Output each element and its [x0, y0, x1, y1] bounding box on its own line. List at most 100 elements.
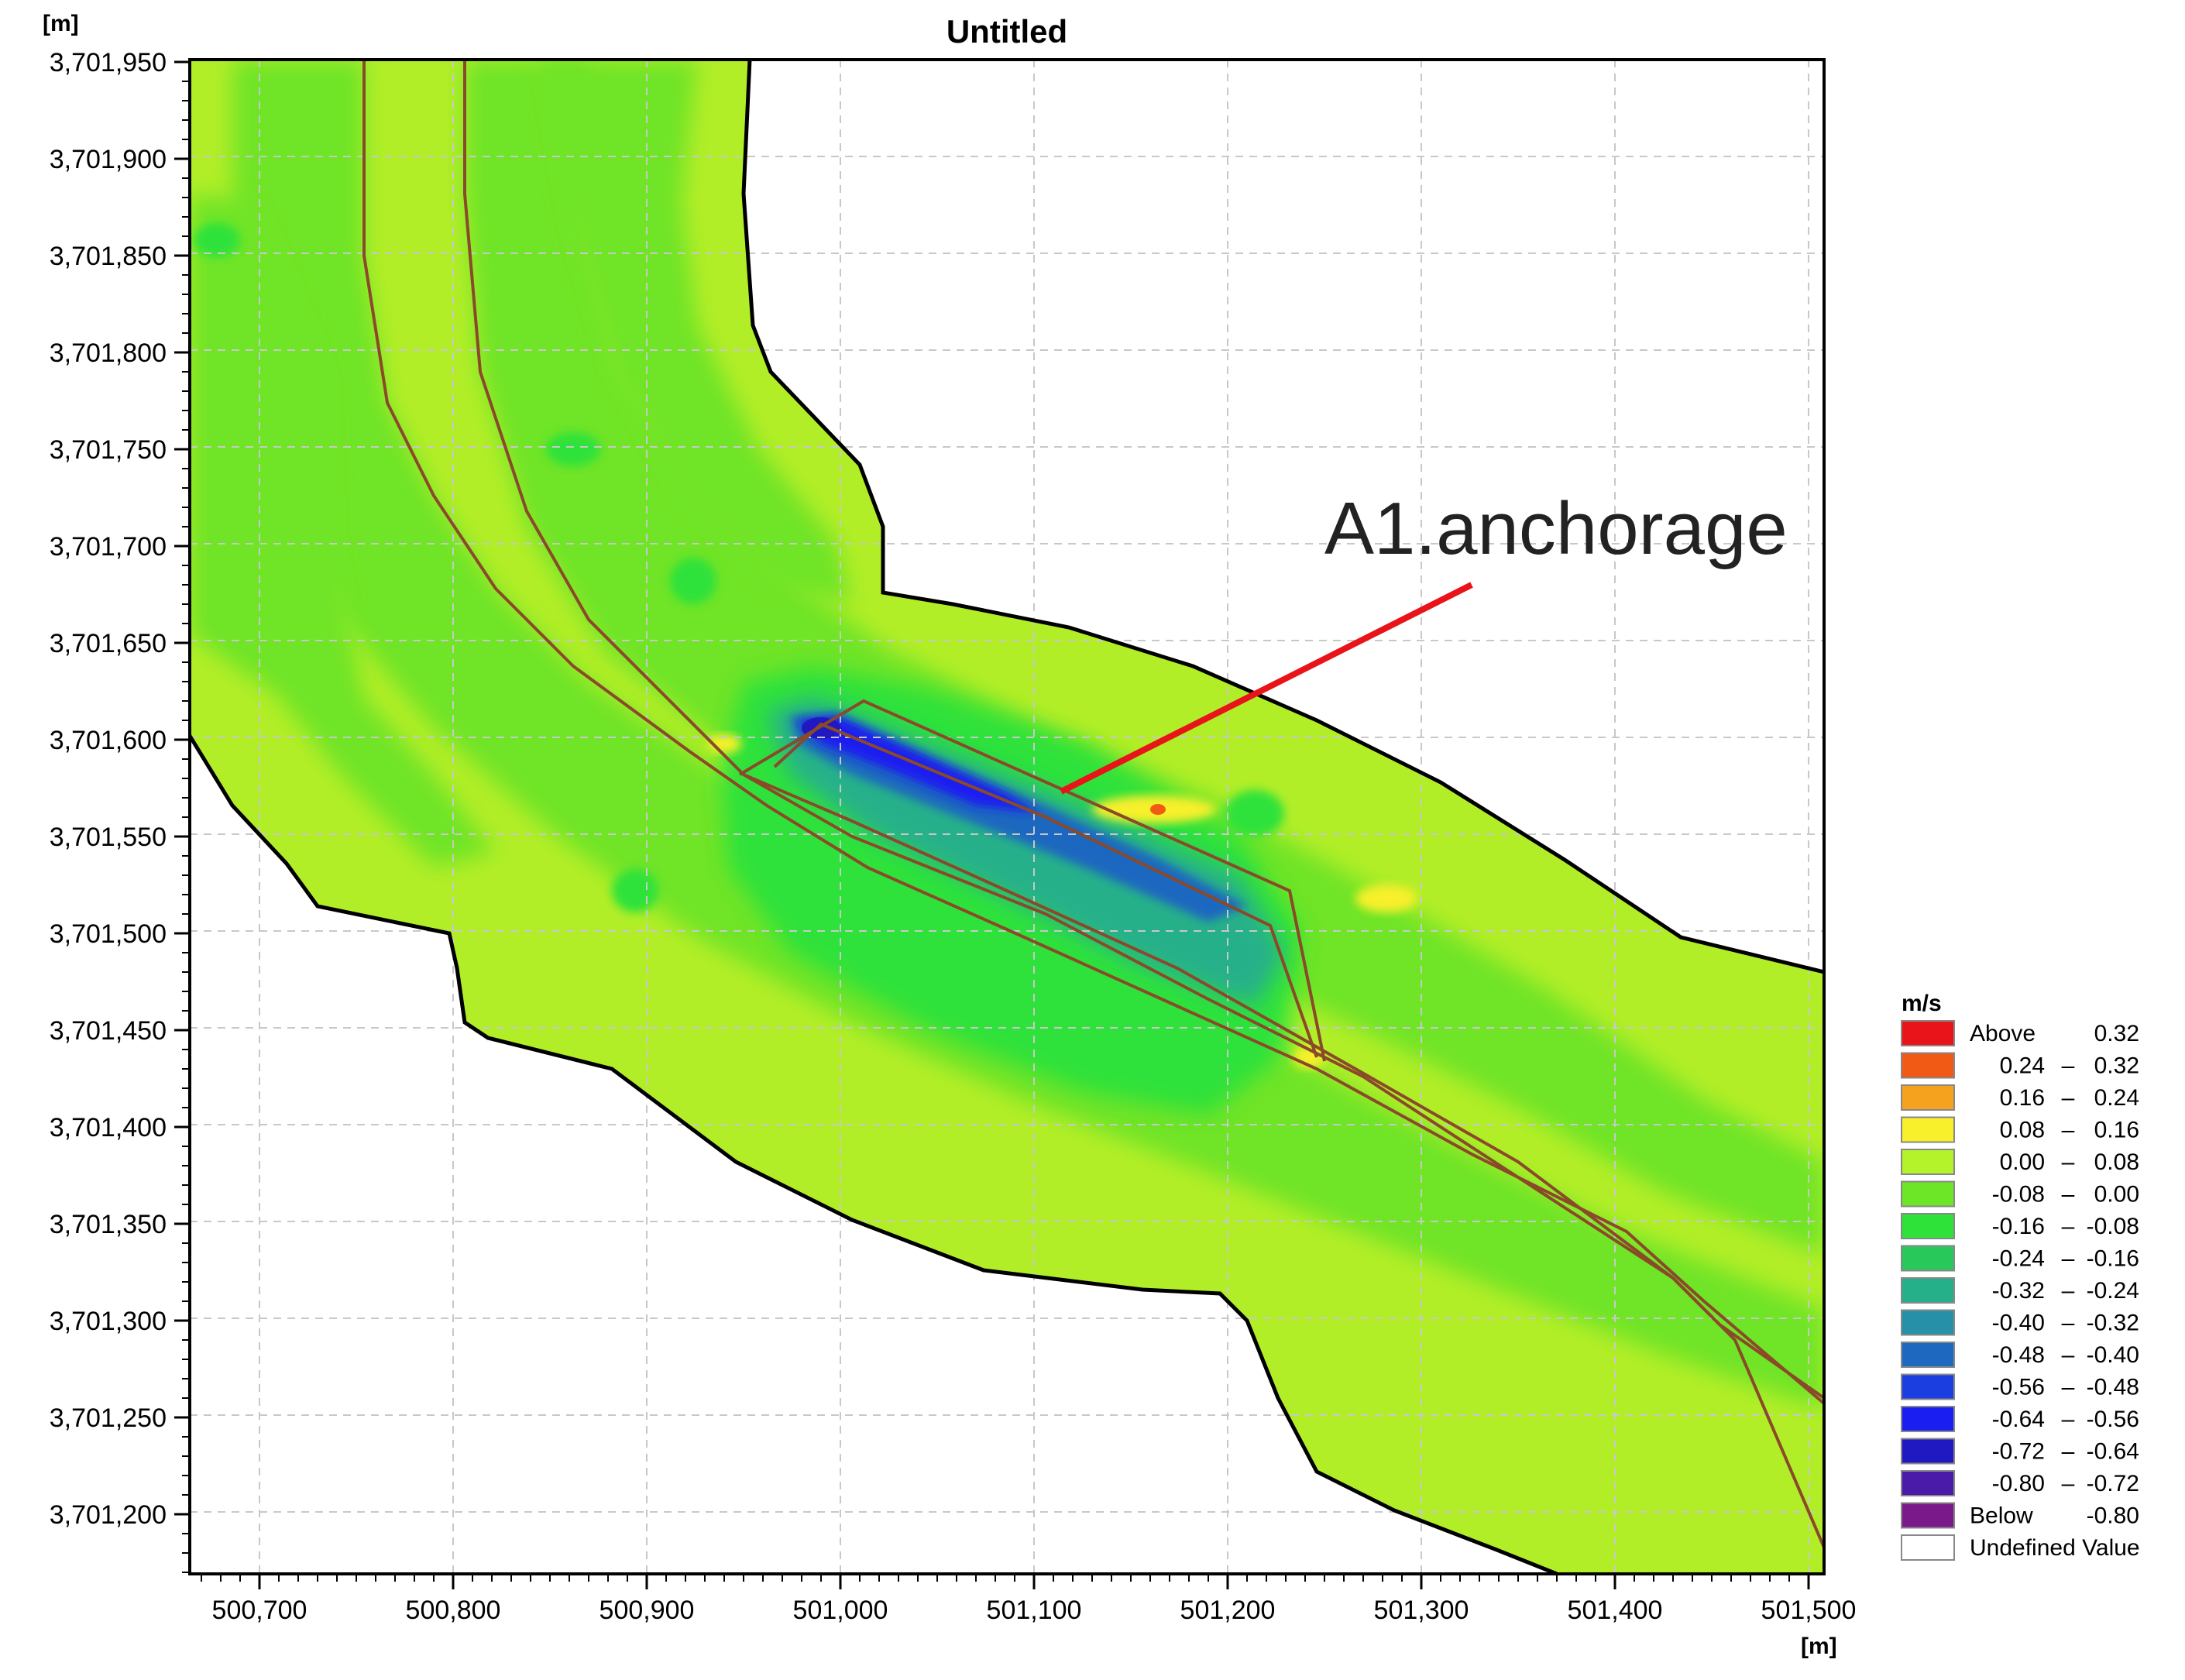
legend-label-high: -0.08 [2087, 1214, 2139, 1239]
south-shoreline [190, 734, 1558, 1574]
legend-label-high: 0.32 [2094, 1053, 2139, 1079]
y-tick-label: 3,701,450 [50, 1016, 167, 1046]
annotation-leader-line [1060, 582, 1473, 795]
y-tick-label: 3,701,650 [50, 629, 167, 658]
legend-separator: – [2062, 1342, 2075, 1368]
legend-label-high: -0.32 [2087, 1311, 2139, 1336]
upper-bank-band [542, 60, 852, 604]
x-tick-label: 500,800 [406, 1596, 501, 1625]
legend-label-low: -0.08 [1992, 1182, 2045, 1208]
y-tick-label: 3,701,250 [50, 1403, 167, 1433]
anchorage-boundary [738, 699, 1326, 1062]
legend-label-low: 0.24 [2000, 1053, 2045, 1079]
legend-separator: – [2062, 1439, 2075, 1465]
legend-label-high: 0.32 [2094, 1021, 2139, 1046]
north-shoreline [741, 60, 1824, 974]
legend-swatch [1901, 1534, 1955, 1561]
legend-label-high: -0.40 [2087, 1342, 2139, 1368]
legend-separator: – [2062, 1182, 2075, 1208]
legend-swatch [1901, 1502, 1955, 1529]
x-tick-label: 500,900 [600, 1596, 695, 1625]
positive-patch-2 [1150, 804, 1166, 815]
x-axis: 500,700 500,800 500,900 501,000 501,100 501,2… [201, 1574, 1856, 1625]
y-tick-label: 3,701,300 [50, 1307, 167, 1336]
y-tick-label: 3,701,900 [50, 145, 167, 174]
y-tick-label: 3,701,850 [50, 242, 167, 271]
legend-label-low: -0.64 [1992, 1407, 2045, 1432]
legend-swatch [1901, 1245, 1955, 1272]
legend-items: Above 0.320.24–0.320.16–0.240.08–0.160.00… [1901, 1020, 2140, 1561]
legend-label-low: -0.72 [1992, 1439, 2045, 1465]
y-tick-label: 3,701,200 [50, 1500, 167, 1530]
legend-separator: – [2062, 1471, 2075, 1496]
legend-swatch [1901, 1438, 1955, 1465]
legend: m/s Above 0.320.24–0.320.16–0.240.08–0.16… [1901, 991, 2140, 1561]
legend-label-high: 0.00 [2094, 1182, 2139, 1208]
y-tick-label: 3,701,600 [50, 726, 167, 755]
legend-label-low: 0.08 [2000, 1118, 2045, 1143]
legend-label-low: -0.40 [1992, 1311, 2045, 1336]
legend-label-low: 0.16 [2000, 1085, 2045, 1111]
channel-line-3 [743, 773, 1824, 1400]
legend-label-low: -0.16 [1992, 1214, 2045, 1239]
legend-label-high: -0.24 [2087, 1278, 2139, 1304]
channel-band-lower [465, 60, 1824, 1255]
x-tick-label: 501,000 [793, 1596, 888, 1625]
legend-label-high: 0.16 [2094, 1118, 2139, 1143]
legend-swatch [1901, 1342, 1955, 1368]
channel-lines [362, 60, 1824, 1548]
anchorage-inner-line [773, 722, 1318, 1058]
legend-label-high: -0.48 [2087, 1375, 2139, 1400]
legend-label-low: -0.48 [1992, 1342, 2045, 1368]
legend-label-low: -0.32 [1992, 1278, 2045, 1304]
x-axis-unit-label: [m] [1801, 1634, 1837, 1659]
legend-separator: – [2062, 1118, 2075, 1143]
map-title: Untitled [946, 13, 1067, 50]
y-tick-label: 3,701,350 [50, 1210, 167, 1239]
legend-separator: – [2062, 1214, 2075, 1239]
legend-label-high: -0.16 [2087, 1246, 2139, 1272]
legend-swatch [1901, 1373, 1955, 1400]
green-patch-3 [612, 869, 658, 912]
legend-label-low: -0.80 [1992, 1471, 2045, 1496]
legend-swatch [1901, 1213, 1955, 1239]
green-patch-4 [1225, 790, 1284, 837]
legend-swatch [1901, 1406, 1955, 1432]
legend-separator: – [2062, 1407, 2075, 1432]
channel-band-upper [232, 60, 1824, 1410]
green-patch-5 [194, 223, 240, 257]
legend-separator: – [2062, 1375, 2075, 1400]
y-axis-unit-label: [m] [43, 11, 79, 36]
y-axis: 3,701,950 3,701,900 3,701,850 3,701,800 3,70… [50, 48, 190, 1573]
y-tick-label: 3,701,950 [50, 48, 167, 77]
grid-lines [190, 60, 1824, 1574]
channel-line-2 [463, 60, 1824, 1548]
channel-line-1 [362, 60, 1824, 1405]
x-tick-label: 500,700 [212, 1596, 307, 1625]
legend-label-high: 0.24 [2094, 1085, 2139, 1111]
x-tick-label: 501,400 [1568, 1596, 1663, 1625]
green-patch-2 [670, 558, 716, 604]
x-tick-label: 501,300 [1374, 1596, 1469, 1625]
y-tick-label: 3,701,750 [50, 435, 167, 465]
legend-swatch [1901, 1052, 1955, 1079]
positive-patch-3 [1355, 885, 1417, 912]
legend-unit: m/s [1902, 991, 1942, 1016]
legend-separator: – [2062, 1278, 2075, 1304]
legend-separator: – [2062, 1246, 2075, 1272]
legend-separator: – [2062, 1053, 2075, 1079]
x-tick-label: 501,200 [1180, 1596, 1276, 1625]
plot-area [188, 58, 1826, 1575]
left-band [190, 194, 496, 867]
legend-label-high: 0.08 [2094, 1149, 2139, 1175]
legend-swatch [1901, 1020, 1955, 1046]
legend-swatch [1901, 1149, 1955, 1175]
y-tick-label: 3,701,550 [50, 823, 167, 852]
y-tick-label: 3,701,400 [50, 1113, 167, 1142]
legend-label-low: Undefined Value [1970, 1535, 2140, 1561]
legend-swatch [1901, 1180, 1955, 1208]
y-tick-label: 3,701,500 [50, 919, 167, 949]
legend-label-high: -0.64 [2087, 1439, 2139, 1465]
legend-label-low: -0.56 [1992, 1375, 2045, 1400]
